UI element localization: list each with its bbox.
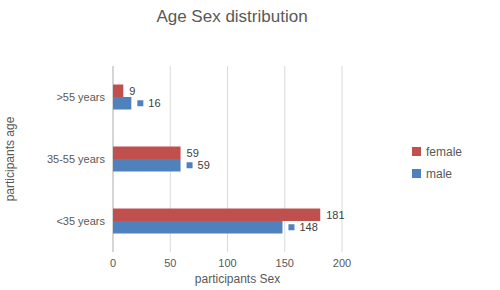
legend: female male — [412, 145, 462, 181]
data-label-key — [288, 224, 294, 230]
data-label: 148 — [299, 221, 317, 233]
bar — [113, 159, 181, 172]
chart-svg: Age Sex distribution 0 50 100 150 200 <35 year… — [0, 0, 500, 290]
y-axis-title: participants age — [3, 116, 17, 201]
grid-line — [284, 66, 285, 252]
bars — [113, 85, 320, 234]
legend-swatch — [412, 169, 421, 178]
title: Age Sex distribution — [156, 7, 307, 26]
legend-swatch — [412, 147, 421, 156]
x-axis-line — [113, 252, 342, 253]
data-label-key — [187, 162, 193, 168]
data-label: 59 — [187, 147, 199, 159]
data-labels: 181 59 9 148 59 16 — [129, 85, 344, 234]
x-tick-label: 0 — [110, 257, 116, 269]
x-tick-label: 50 — [164, 257, 176, 269]
y-tick-label: 35-55 years — [47, 153, 106, 165]
y-tick-label: <35 years — [56, 215, 105, 227]
data-label: 9 — [129, 85, 135, 97]
data-label: 181 — [326, 209, 344, 221]
bar — [113, 147, 181, 160]
legend-label: female — [426, 145, 462, 159]
x-tick-label: 150 — [276, 257, 294, 269]
data-label: 16 — [148, 97, 160, 109]
bar — [113, 97, 131, 110]
legend-label: male — [426, 167, 452, 181]
data-label-key — [137, 100, 143, 106]
y-tick-label: >55 years — [56, 91, 105, 103]
bar — [113, 209, 320, 222]
x-axis-title: participants Sex — [195, 272, 280, 286]
x-tick-label: 100 — [218, 257, 236, 269]
chart: Age Sex distribution 0 50 100 150 200 <35 year… — [0, 0, 500, 290]
grid-line — [342, 66, 343, 252]
bar — [113, 221, 282, 234]
grid — [113, 66, 342, 252]
data-label: 59 — [198, 159, 210, 171]
bar — [113, 85, 123, 98]
x-tick-label: 200 — [333, 257, 351, 269]
